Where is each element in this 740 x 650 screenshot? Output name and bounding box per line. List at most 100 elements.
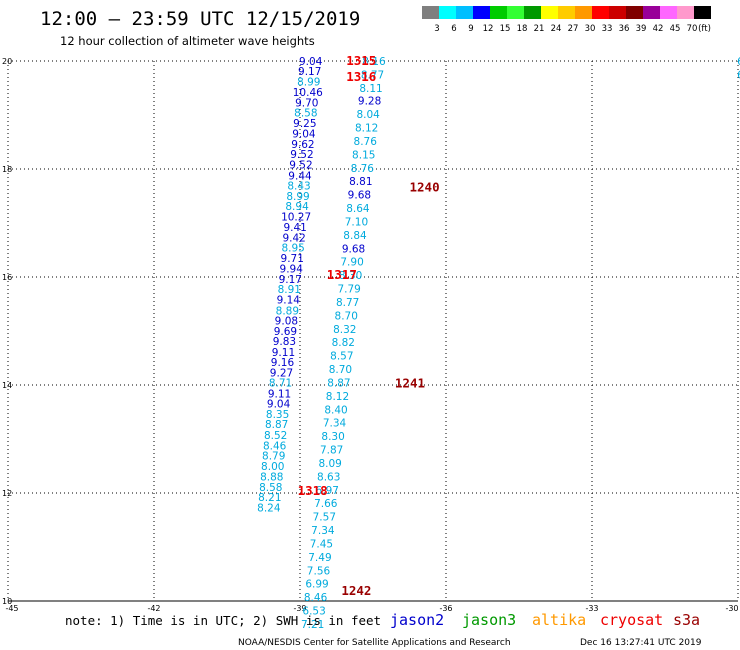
longitude-tick-label: -33 bbox=[585, 604, 598, 613]
color-swatch bbox=[626, 6, 643, 19]
wave-height-value: 8.15 bbox=[352, 150, 375, 162]
legend-cryosat: cryosat bbox=[600, 611, 663, 629]
latitude-tick-label: 16 bbox=[2, 273, 12, 282]
wave-height-value: 9.14 bbox=[277, 294, 301, 306]
wave-height-value: 8.87 bbox=[265, 419, 288, 431]
color-scale-label: 39 bbox=[636, 24, 647, 34]
wave-height-value: 8.12 bbox=[355, 123, 378, 135]
wave-height-value: 8.82 bbox=[332, 337, 355, 349]
pass-number: 1317 bbox=[327, 267, 357, 282]
wave-height-value: 8.30 bbox=[339, 270, 362, 282]
color-swatch bbox=[643, 6, 660, 19]
color-scale-label: 70 bbox=[687, 24, 698, 34]
pass-number: 1318 bbox=[298, 483, 328, 498]
wave-height-value: 6.97 bbox=[316, 485, 339, 497]
wave-height-value: 8.95 bbox=[281, 243, 304, 255]
color-scale-label: 21 bbox=[534, 24, 545, 34]
wave-height-value: 9.83 bbox=[273, 336, 296, 348]
wave-height-value: 9.44 bbox=[288, 170, 312, 182]
wave-height-value: 8.46 bbox=[263, 440, 287, 452]
color-swatch bbox=[609, 6, 626, 19]
color-swatch bbox=[422, 6, 439, 19]
wave-height-value: 9.42 bbox=[282, 232, 305, 244]
color-scale-label: 42 bbox=[653, 24, 664, 34]
wave-height-value: 8.32 bbox=[333, 324, 356, 336]
wave-height-value: 8.94 bbox=[285, 201, 309, 213]
wave-height-value: 8.04 bbox=[356, 109, 380, 121]
wave-height-value: 9.41 bbox=[283, 222, 306, 234]
color-scale-label: 36 bbox=[619, 24, 630, 34]
latitude-tick-labels: 20 18 16 14 12 10 bbox=[2, 57, 12, 606]
wave-height-value: 9.71 bbox=[281, 253, 304, 265]
latitude-tick-label: 14 bbox=[2, 381, 12, 390]
wave-height-value: 8.00 bbox=[261, 461, 284, 473]
color-swatch bbox=[558, 6, 575, 19]
color-scale-label: 6 bbox=[451, 24, 456, 34]
wave-height-value: 8.09 bbox=[318, 458, 341, 470]
wave-height-value: 8.30 bbox=[321, 431, 344, 443]
wave-height-value: 7.87 bbox=[320, 445, 343, 457]
color-swatch bbox=[694, 6, 711, 19]
color-scale-label: 24 bbox=[551, 24, 562, 34]
wave-height-value: 8.76 bbox=[354, 136, 378, 148]
wave-height-value: 8.57 bbox=[330, 351, 353, 363]
wave-height-value: 9.62 bbox=[291, 139, 314, 151]
wave-height-value: 8.16 bbox=[362, 56, 386, 68]
wave-height-value: 9.68 bbox=[342, 244, 365, 256]
wave-height-value: 8.76 bbox=[351, 163, 375, 175]
color-swatch bbox=[473, 6, 490, 19]
wave-height-value: 8.40 bbox=[324, 405, 347, 417]
wave-height-value: 8.88 bbox=[260, 472, 283, 484]
longitude-tick-label: -39 bbox=[293, 604, 306, 613]
wave-height-value: 8.84 bbox=[343, 230, 367, 242]
color-scale-label: 9 bbox=[468, 24, 473, 34]
lat-lon-grid bbox=[7, 60, 739, 602]
wave-height-value: 9.04 bbox=[292, 129, 316, 141]
wave-height-value: 9.28 bbox=[358, 96, 381, 108]
latitude-tick-label: 12 bbox=[2, 489, 12, 498]
wave-height-value: 8.58 bbox=[259, 482, 282, 494]
wave-height-value: 8.24 bbox=[257, 502, 281, 514]
color-scale-label: 30 bbox=[585, 24, 596, 34]
pass-number: 1240 bbox=[410, 180, 440, 195]
wave-height-value: 8.77 bbox=[336, 297, 359, 309]
wave-height-value: 9.17 bbox=[298, 66, 321, 78]
wave-height-value: 9.25 bbox=[293, 118, 316, 130]
longitude-tick-label: -30 bbox=[725, 604, 738, 613]
wave-height-value: 8.63 bbox=[317, 472, 340, 484]
wave-height-value: 8.35 bbox=[266, 409, 289, 421]
longitude-tick-labels: -45 -42 -39 -36 -33 -30 bbox=[5, 604, 738, 613]
color-scale-label: (ft) bbox=[698, 24, 711, 34]
pass-number: 1316 bbox=[346, 69, 376, 84]
pass-number: 1315 bbox=[346, 53, 376, 68]
legend-jason3: jason3 bbox=[462, 611, 516, 629]
wave-height-value: 8.11 bbox=[359, 83, 382, 95]
map-title: 12:00 – 23:59 UTC 12/15/2019 bbox=[40, 8, 360, 30]
latitude-tick-label: 20 bbox=[2, 57, 12, 66]
wave-height-value: 6 bbox=[737, 56, 740, 68]
pass-number: 1241 bbox=[395, 376, 425, 391]
wave-height-value: 8.21 bbox=[258, 492, 281, 504]
wave-height-value: 8.99 bbox=[297, 76, 320, 88]
color-scale-label: 18 bbox=[517, 24, 528, 34]
wave-height-value: 8.52 bbox=[264, 430, 287, 442]
wave-height-value: 9.11 bbox=[272, 347, 295, 359]
latitude-tick-label: 10 bbox=[2, 597, 12, 606]
color-scale-label: 12 bbox=[483, 24, 494, 34]
wave-height-value: 9.04 bbox=[267, 399, 291, 411]
wave-height-value: 7.56 bbox=[307, 566, 331, 578]
wave-height-value: 7.45 bbox=[310, 539, 333, 551]
color-swatch bbox=[592, 6, 609, 19]
color-swatch bbox=[677, 6, 694, 19]
wave-height-value: 7.57 bbox=[313, 512, 336, 524]
wave-height-value: 8.64 bbox=[346, 203, 370, 215]
wave-height-value: 7.34 bbox=[311, 525, 335, 537]
longitude-tick-label: -36 bbox=[439, 604, 452, 613]
wave-height-value: 8.99 bbox=[286, 191, 309, 203]
credit-org: NOAA/NESDIS Center for Satellite Applica… bbox=[238, 638, 511, 648]
pass-number: 1242 bbox=[341, 583, 371, 598]
wave-height-value: 9.52 bbox=[290, 149, 313, 161]
longitude-tick-label: -45 bbox=[5, 604, 18, 613]
wave-height-value: 9.27 bbox=[270, 367, 293, 379]
